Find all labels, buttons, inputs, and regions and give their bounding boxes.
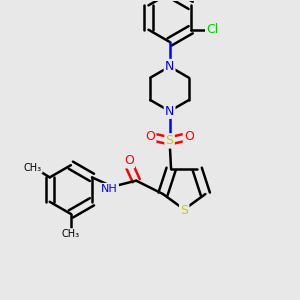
Text: CH₃: CH₃ xyxy=(62,229,80,239)
Text: S: S xyxy=(166,134,174,147)
Text: N: N xyxy=(165,60,174,73)
Text: O: O xyxy=(124,154,134,167)
Text: O: O xyxy=(145,130,155,143)
Text: O: O xyxy=(184,130,194,143)
Text: NH: NH xyxy=(101,184,118,194)
Text: CH₃: CH₃ xyxy=(23,163,42,172)
Text: N: N xyxy=(165,105,174,118)
Text: Cl: Cl xyxy=(206,23,218,36)
Text: S: S xyxy=(180,204,188,218)
